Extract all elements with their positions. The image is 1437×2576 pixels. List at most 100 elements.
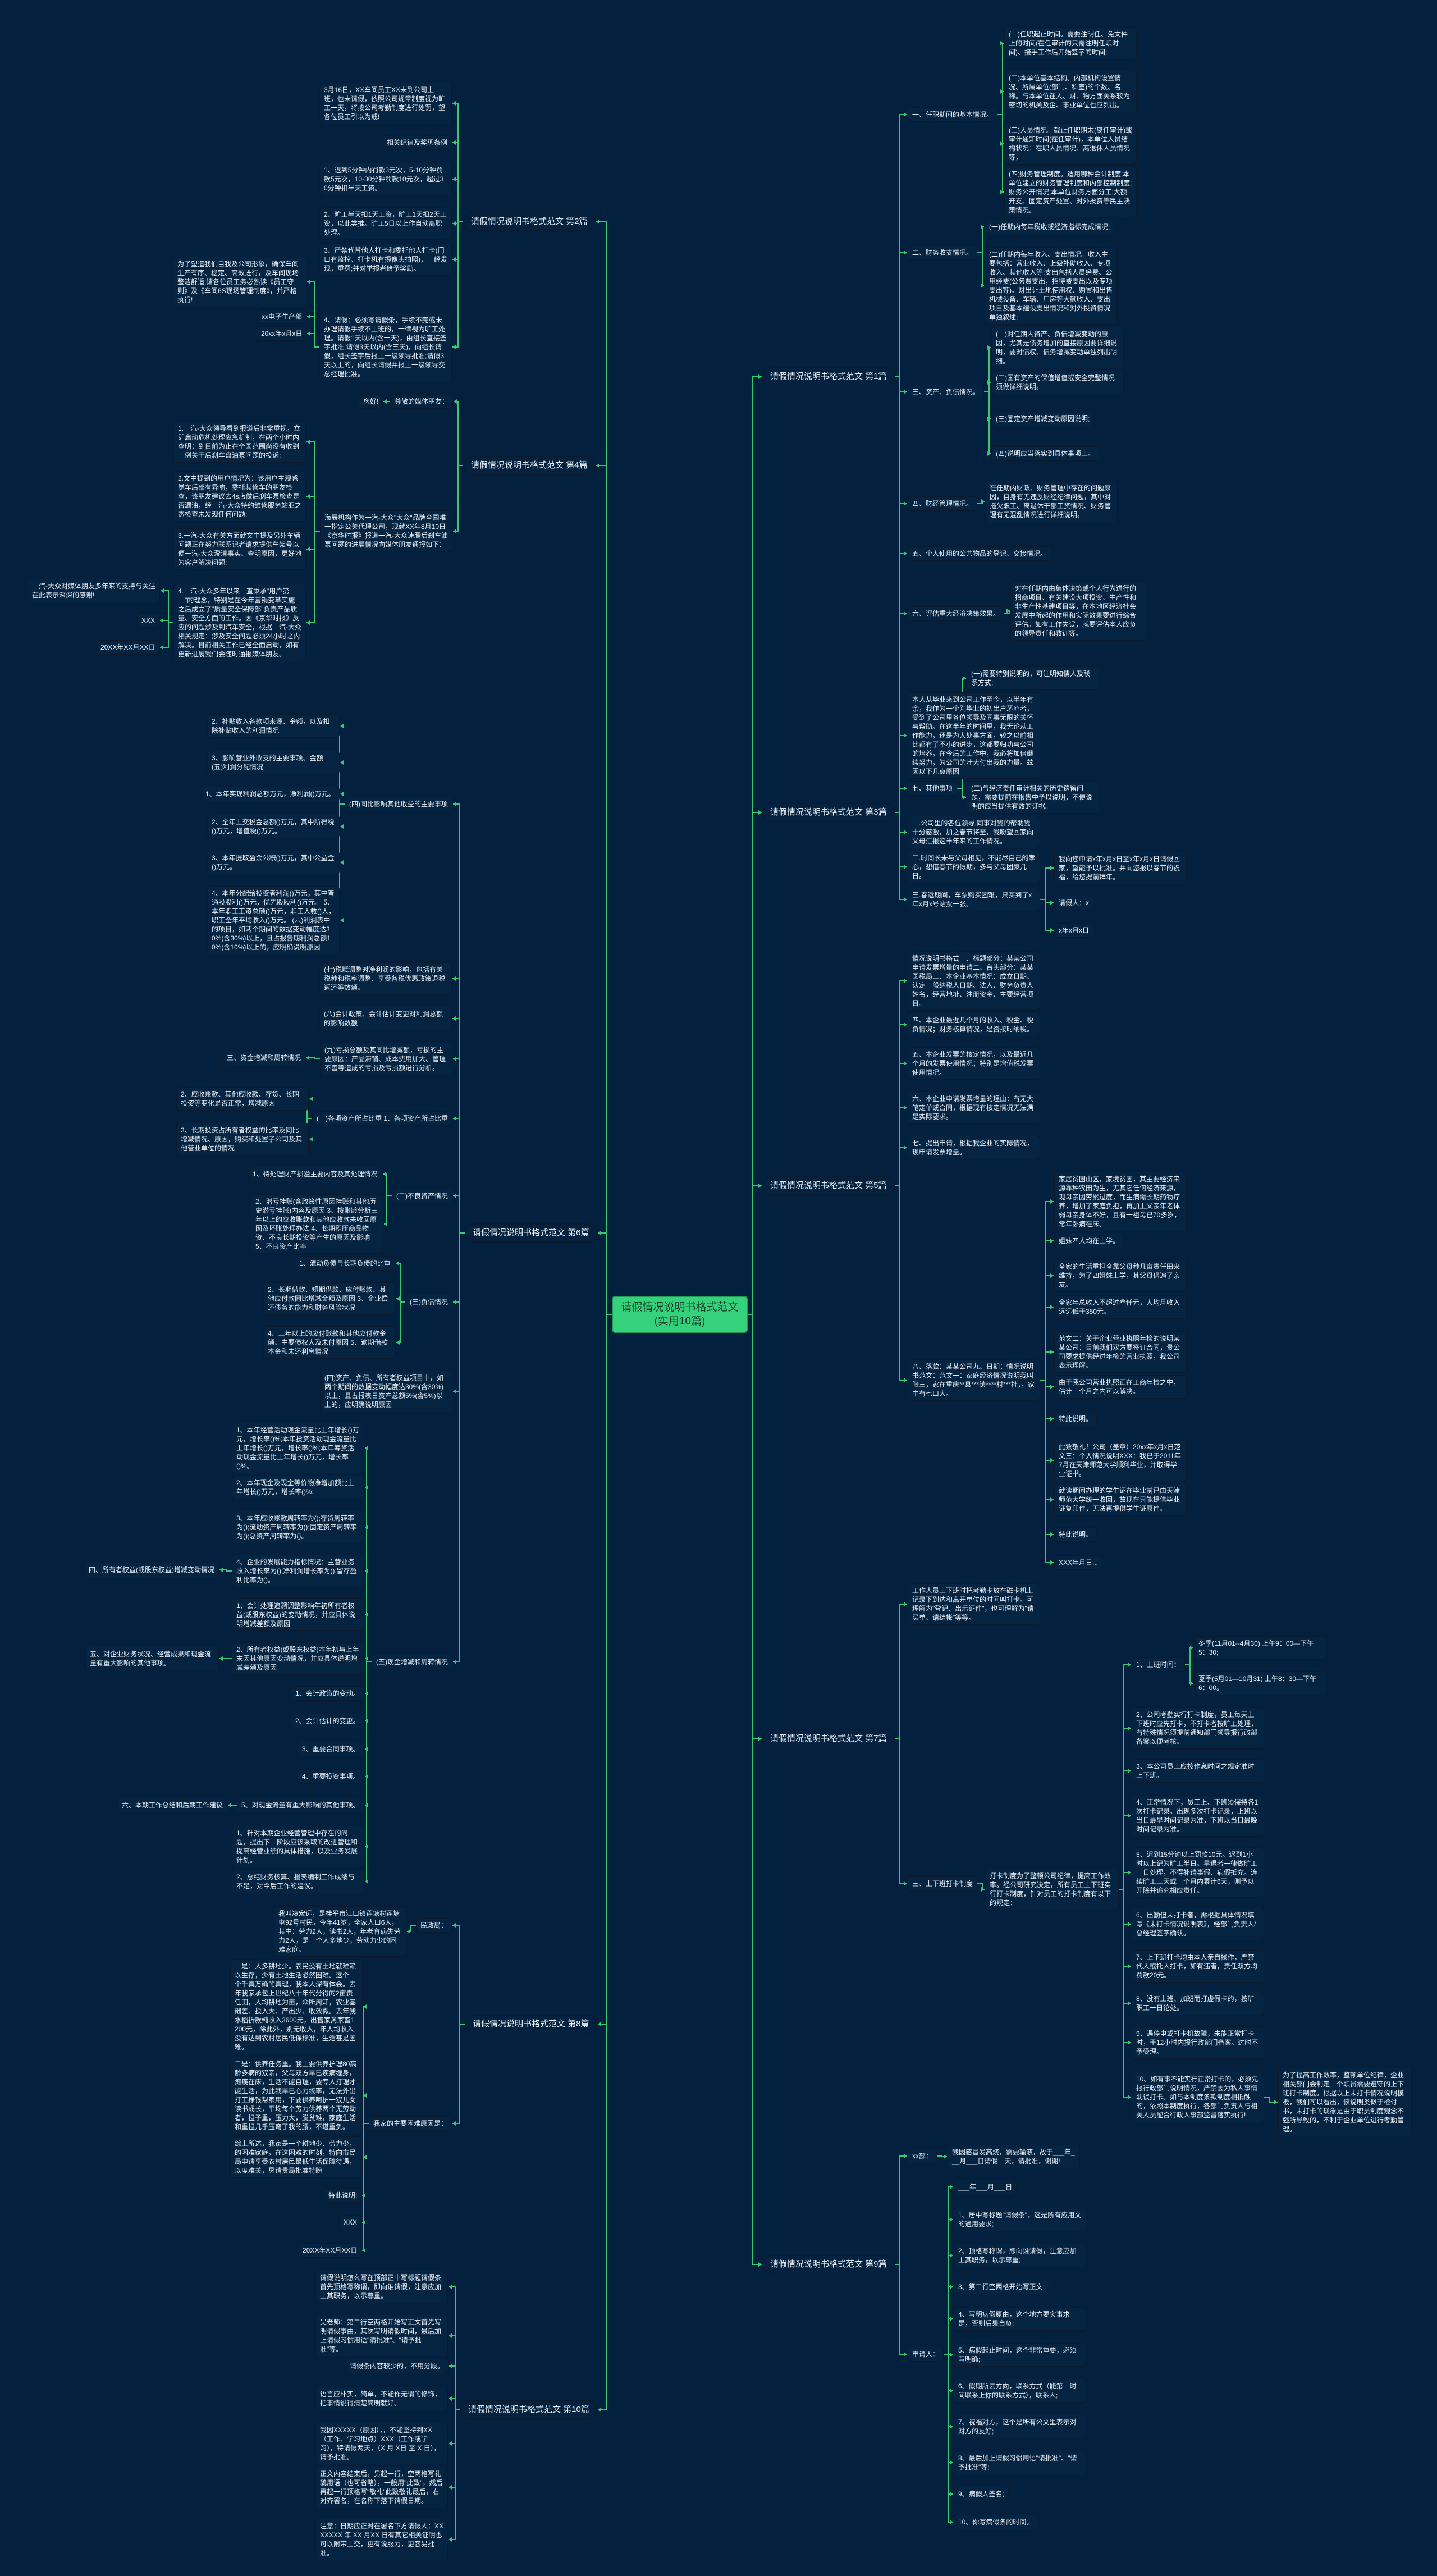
topic-node: 请假说明怎么写在顶部正中写标题请假条首先顶格写称谓，即向谁请假，注意应加上其职务… bbox=[315, 2271, 448, 2303]
article-title-node[interactable]: 请假情况说明书格式范文 第7篇 bbox=[762, 1729, 895, 1748]
article-title-node[interactable]: 请假情况说明书格式范文 第9篇 bbox=[762, 2255, 895, 2274]
topic-node: 注意：日期应正对在署名下方请假人：XXXXXXX 年 XX 月XX 日有其它相关… bbox=[315, 2519, 448, 2560]
connector-line bbox=[453, 1195, 465, 1234]
topic-node: 家居贫困山区，家境贫困，其主要经济来源靠种农田为生，无其它任何经济来源，现母亲因… bbox=[1054, 1172, 1187, 1231]
connector-line bbox=[1264, 2097, 1278, 2103]
article-title-node[interactable]: 请假情况说明书格式范文 第8篇 bbox=[465, 2015, 597, 2034]
arrowhead-icon bbox=[365, 1613, 368, 1617]
connector-line bbox=[1040, 1380, 1054, 1535]
topic-node: 综上所述，我家是一个耕地少、劳力少，的困难家庭，在这困难的时刻，特向市民局申请享… bbox=[230, 2136, 363, 2178]
topic-node: xx电子生产部 bbox=[257, 309, 307, 324]
topic-node: 五、本企业发票的核定情况，以及最近几个月的发票使用情况；特别是增值税发票使用情况… bbox=[908, 1047, 1040, 1080]
arrowhead-icon bbox=[1050, 1350, 1054, 1354]
arrowhead-icon bbox=[1128, 2095, 1131, 2099]
arrowhead-icon bbox=[306, 494, 310, 499]
connector-line bbox=[383, 1173, 392, 1196]
arrowhead-icon bbox=[904, 250, 907, 255]
arrowhead-icon bbox=[452, 2121, 456, 2126]
topic-node: (三)固定资产增减变动原因说明; bbox=[991, 412, 1095, 426]
central-topic[interactable]: 请假情况说明书格式范文(实用10篇) bbox=[612, 1296, 748, 1333]
topic-node: 3月16日，XX车间员工XX未到公司上班，也未请假，依照公司规章制度视为旷工一天… bbox=[319, 83, 452, 124]
arrowhead-icon bbox=[453, 1057, 456, 1061]
topic-node: 4、请假：必须写请假条，手续不完或未办理请假手续不上班的，一律视为旷工处理。请假… bbox=[319, 313, 452, 381]
arrowhead-icon bbox=[1128, 1870, 1131, 1875]
topic-node: 10、如有事不能实行正常打卡的，必须先报行政部门说明情况，严禁因为私人事情耽误打… bbox=[1132, 2072, 1264, 2122]
topic-node: (一)任期内每年税收或经济指标完成情况; bbox=[985, 220, 1115, 234]
arrowhead-icon bbox=[950, 2217, 953, 2222]
topic-node: xx部： bbox=[908, 2149, 937, 2163]
connector-line bbox=[1040, 1380, 1054, 1461]
arrowhead-icon bbox=[904, 1378, 907, 1382]
topic-node: 8、没有上班、加班而打虚假卡的，按旷职工一日论处。 bbox=[1132, 1992, 1264, 2015]
connector-line bbox=[160, 620, 173, 623]
arrowhead-icon bbox=[1000, 141, 1004, 146]
arrowhead-icon bbox=[1050, 1273, 1054, 1278]
topic-node: 1、上班时间： bbox=[1132, 1657, 1185, 1672]
connector-line bbox=[1119, 1872, 1131, 1890]
arrowhead-icon bbox=[362, 2193, 365, 2198]
connector-line bbox=[1040, 1380, 1054, 1387]
connector-line bbox=[306, 441, 320, 532]
connector-line bbox=[1040, 1240, 1054, 1381]
topic-node: 五、个人使用的公共物品的登记、交接情况。 bbox=[908, 546, 1052, 561]
topic-node: 2、会计估计的变更。 bbox=[291, 1714, 364, 1728]
arrowhead-icon bbox=[1050, 866, 1054, 870]
connector-line bbox=[362, 2123, 369, 2196]
article-title-node[interactable]: 请假情况说明书格式范文 第2篇 bbox=[463, 212, 596, 231]
arrowhead-icon bbox=[453, 1116, 456, 1121]
connector-line bbox=[365, 1614, 372, 1662]
topic-node: 民政局： bbox=[416, 1918, 452, 1933]
topic-node: 2、长期借款、短期借款、应付账款、其他应付款同比增减金额及原因 3、企业偿还债务… bbox=[263, 1282, 396, 1315]
connector-line bbox=[1119, 1889, 1131, 2004]
topic-node: 3、本公司员工应按作息时间之规定准时上下班。 bbox=[1132, 1759, 1264, 1783]
arrowhead-icon bbox=[1190, 1681, 1193, 1686]
connector-line bbox=[365, 1661, 372, 1750]
arrowhead-icon bbox=[596, 463, 599, 468]
connector-line bbox=[895, 812, 907, 833]
arrowhead-icon bbox=[160, 618, 163, 623]
connector-line bbox=[944, 2354, 953, 2355]
topic-node: 1、待处理财产损溢主要内容及其处理情况 bbox=[248, 1167, 382, 1181]
arrowhead-icon bbox=[1128, 1769, 1131, 1773]
connector-line bbox=[1119, 1889, 1131, 2043]
topic-node: 5、迟到15分钟以上罚款10元。迟到1小时以上记为旷工半日。早退者一律做旷工一日… bbox=[1132, 1847, 1264, 1898]
topic-node: 4.一汽-大众多年以来一直秉承"用户第一"的理念，特别是在今年营销变革实施之后成… bbox=[173, 584, 306, 661]
topic-node: 请假人：x bbox=[1054, 896, 1094, 910]
arrowhead-icon bbox=[306, 620, 310, 625]
connector-line bbox=[895, 2155, 907, 2265]
arrowhead-icon bbox=[950, 2520, 953, 2524]
connector-line bbox=[365, 1487, 372, 1662]
article-title-node[interactable]: 请假情况说明书格式范文 第4篇 bbox=[463, 456, 596, 475]
connector-line bbox=[895, 376, 907, 554]
article-title-node[interactable]: 请假情况说明书格式范文 第3篇 bbox=[762, 803, 895, 822]
topic-node: 20XX年XX月XX日 bbox=[96, 640, 160, 655]
topic-node: 2、本年现金及现金等价物净增加额比上年增长()万元，增长率()%; bbox=[232, 1476, 364, 1499]
arrowhead-icon bbox=[904, 112, 907, 117]
topic-node: 特此说明。 bbox=[1054, 1412, 1097, 1426]
article-title-node[interactable]: 请假情况说明书格式范文 第1篇 bbox=[762, 367, 895, 386]
article-title-node[interactable]: 请假情况说明书格式范文 第5篇 bbox=[762, 1176, 895, 1195]
arrowhead-icon bbox=[598, 1231, 601, 1235]
arrowhead-icon bbox=[904, 786, 907, 791]
topic-node: XXX bbox=[339, 2215, 362, 2230]
arrowhead-icon bbox=[944, 2154, 947, 2159]
topic-node: 为了提高工作效率，整顿单位纪律，企业相关部门会制定一个职员需要遵守的上下班打卡制… bbox=[1278, 2068, 1412, 2136]
topic-node: 3、长期投资占所有者权益的比率及同比增减情况、原因，购买和处置子公司及其他营业单… bbox=[176, 1123, 309, 1155]
arrowhead-icon bbox=[449, 2441, 452, 2446]
arrowhead-icon bbox=[1128, 1964, 1131, 1968]
connector-line bbox=[452, 978, 465, 1234]
connector-line bbox=[307, 281, 319, 348]
article-title-node[interactable]: 请假情况说明书格式范文 第6篇 bbox=[465, 1223, 597, 1243]
article-title-node[interactable]: 请假情况说明书格式范文 第10篇 bbox=[460, 2400, 597, 2419]
connector-line bbox=[449, 2409, 460, 2444]
connector-line bbox=[449, 2398, 460, 2410]
topic-node: 20XX年XX月XX日 bbox=[298, 2243, 362, 2258]
connector-line bbox=[365, 1661, 372, 1806]
arrowhead-icon bbox=[758, 374, 762, 379]
connector-line bbox=[365, 1570, 372, 1662]
arrowhead-icon bbox=[987, 380, 991, 385]
connector-line bbox=[1040, 1380, 1054, 1563]
connector-line bbox=[160, 622, 173, 648]
arrowhead-icon bbox=[1128, 2040, 1131, 2045]
